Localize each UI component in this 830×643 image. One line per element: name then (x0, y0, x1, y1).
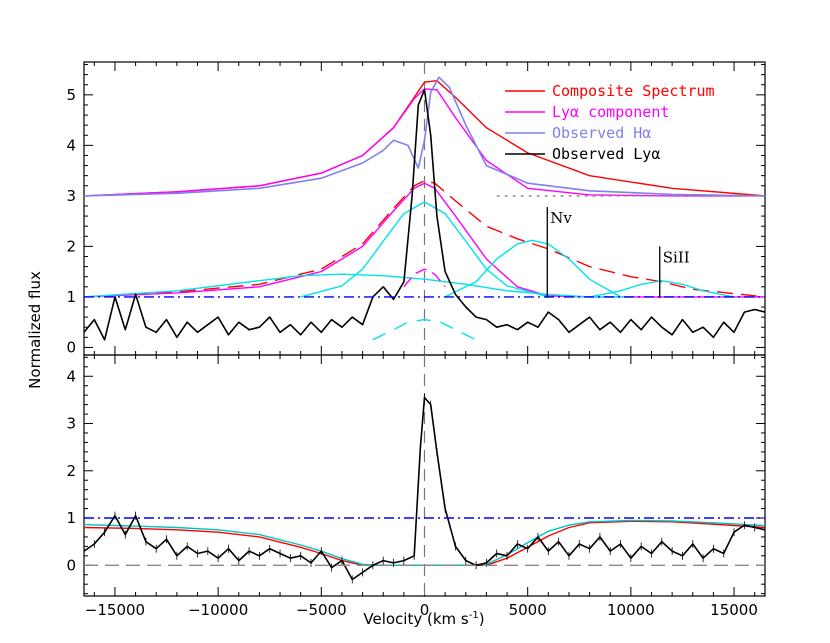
series-residual-narrow (372, 318, 477, 341)
x-axis-label-close: ) (479, 610, 485, 628)
y-tick-label: 4 (66, 367, 76, 385)
y-tick-label: 4 (66, 136, 76, 154)
x-tick-label: −10000 (188, 601, 248, 619)
bottom-panel: −15000 −10000 −5000 0 5000 10000 15000 0 1 2 3 4 (66, 354, 766, 619)
y-tick-label: 2 (66, 237, 76, 255)
legend-label: Observed Hα (552, 124, 651, 142)
bottom-ticks: −15000 −10000 −5000 0 5000 10000 15000 0 1 2 3 4 (66, 355, 765, 619)
series-gaussian-core (300, 201, 549, 298)
series-observed-h-offset- (83, 76, 766, 197)
legend-label: Composite Spectrum (552, 82, 715, 100)
y-tick-label: 1 (66, 288, 76, 306)
series-ly-component-offset- (83, 88, 765, 197)
x-axis-label-sup: -1 (469, 610, 479, 621)
series-gaussian-nv (444, 239, 621, 298)
y-tick-label: 5 (66, 86, 76, 104)
x-tick-label: −15000 (85, 601, 145, 619)
x-axis-label: Velocity (km s-1) (363, 610, 484, 628)
legend: Composite Spectrum Lyα component Observed … (505, 82, 715, 163)
bottom-series (83, 355, 766, 596)
y-tick-label: 3 (66, 187, 76, 205)
top-series (83, 62, 766, 355)
x-tick-label: 10000 (607, 601, 655, 619)
legend-label: Observed Lyα (552, 145, 660, 163)
series-gaussian-siii (589, 280, 735, 298)
top-panel: 0 1 2 3 4 5 Composite Spectrum Lyα component Ob… (66, 61, 766, 356)
annotation-label: Nv (550, 209, 572, 227)
y-tick-label: 0 (66, 338, 76, 356)
legend-label: Lyα component (552, 103, 669, 121)
y-axis-label: Normalized flux (26, 271, 44, 389)
series-observed-ly- (83, 89, 766, 341)
x-tick-label: 5000 (509, 601, 547, 619)
y-tick-label: 3 (66, 415, 76, 433)
series-narrow-ly- (403, 268, 446, 288)
x-tick-label: −5000 (296, 601, 347, 619)
y-tick-label: 2 (66, 462, 76, 480)
x-tick-label: 15000 (710, 601, 758, 619)
series-composite-fit (83, 179, 766, 298)
y-tick-label: 0 (66, 556, 76, 574)
y-tick-label: 1 (66, 509, 76, 527)
annotations: Nv SiII (546, 206, 690, 298)
x-tick-label: 0 (420, 601, 430, 619)
x-axis-label-main: Velocity (km s (363, 610, 469, 628)
annotation-label: SiII (663, 248, 690, 266)
